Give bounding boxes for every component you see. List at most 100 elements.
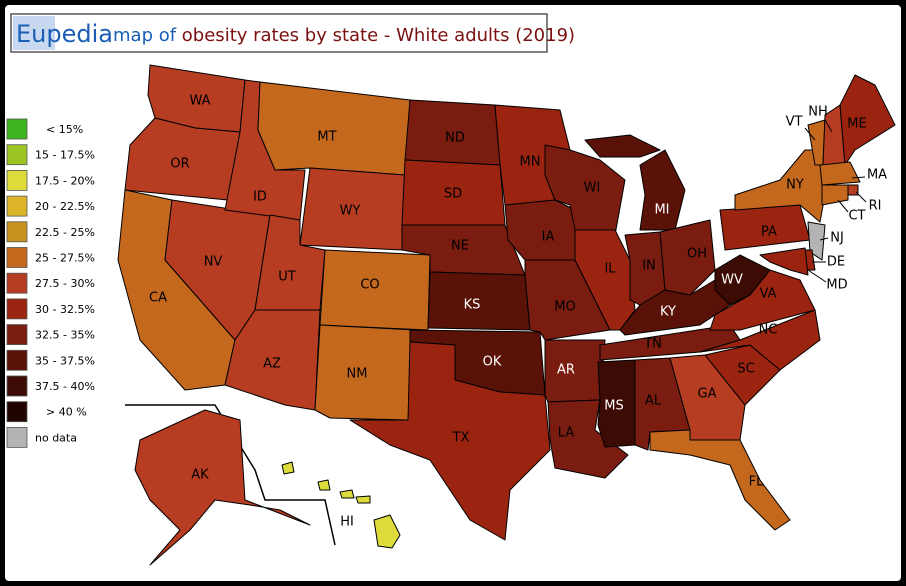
state-label: TN — [643, 337, 662, 352]
state-shape — [821, 184, 849, 206]
leader-line — [837, 199, 849, 213]
state-label: AR — [557, 363, 575, 378]
leader-line — [819, 237, 829, 241]
state-label: KY — [660, 305, 676, 320]
state-label: WY — [340, 204, 361, 219]
state-label: MO — [554, 300, 575, 315]
state-shape — [649, 429, 791, 531]
legend-label: 27.5 - 30% — [35, 277, 95, 290]
state-label: MT — [317, 130, 336, 145]
state-shape — [709, 269, 816, 331]
state-label: NH — [808, 105, 828, 120]
state-label: WA — [189, 94, 210, 109]
state-label: OR — [170, 157, 189, 172]
state-label: MN — [520, 155, 541, 170]
state-label: IA — [542, 230, 555, 245]
legend-label: 35 - 37.5% — [35, 354, 95, 367]
legend-swatch — [6, 349, 28, 371]
state-shape — [819, 161, 861, 186]
state-shape — [544, 339, 606, 403]
legend-swatch — [6, 247, 28, 268]
leader-line — [855, 191, 867, 203]
state-shape — [349, 341, 551, 541]
state-label: WV — [721, 273, 743, 288]
state-label: ND — [445, 131, 465, 146]
inset-divider — [125, 404, 336, 546]
state-shape — [224, 309, 321, 411]
state-label: UT — [278, 270, 296, 285]
state-label: FL — [749, 475, 764, 490]
state-label: TX — [452, 431, 470, 446]
state-label: CA — [149, 291, 167, 306]
state-label: NC — [759, 323, 778, 338]
legend-swatch — [6, 169, 28, 191]
state-label: DE — [827, 255, 845, 270]
leader-line — [807, 269, 827, 283]
state-label: SC — [737, 362, 754, 377]
legend-label: no data — [35, 431, 77, 444]
legend-label: 37.5 - 40% — [35, 380, 95, 393]
state-label: LA — [558, 426, 575, 441]
state-label: AZ — [263, 357, 281, 372]
legend-swatch — [6, 401, 28, 423]
brand: Eupedia — [16, 20, 113, 48]
state-label: MS — [604, 399, 623, 414]
state-label: OH — [687, 247, 707, 262]
state-label: ID — [253, 190, 267, 205]
legend-swatch — [6, 144, 28, 166]
legend-label: 20 - 22.5% — [35, 200, 95, 213]
state-label: KS — [464, 298, 481, 313]
legend-label: < 15% — [46, 123, 83, 136]
state-label: NJ — [830, 231, 844, 246]
legend-swatch — [6, 324, 28, 346]
state-label: CO — [360, 278, 379, 293]
state-label: VT — [786, 115, 803, 130]
state-shape — [699, 309, 821, 371]
legend-label: 22.5 - 25% — [35, 226, 95, 239]
leader-line — [804, 127, 816, 141]
title-main: obesity rates by state - White adults (2… — [182, 25, 575, 46]
state-shape — [317, 479, 331, 491]
legend-label: 17.5 - 20% — [35, 174, 95, 187]
state-label: NE — [451, 239, 469, 254]
state-label: SD — [444, 187, 462, 202]
legend-label: 30 - 32.5% — [35, 303, 95, 316]
legend-swatch — [6, 426, 28, 448]
legend-swatch — [6, 195, 28, 217]
legend-swatch — [6, 221, 28, 243]
state-label: HI — [340, 515, 354, 530]
state-shape — [314, 324, 416, 421]
state-shape — [584, 134, 661, 158]
state-label: NM — [347, 367, 368, 382]
state-label: AL — [645, 394, 662, 409]
state-label: NY — [786, 178, 804, 193]
title-box — [10, 13, 548, 53]
state-label: VA — [760, 287, 777, 302]
legend-swatch — [6, 298, 28, 320]
state-label: AK — [191, 468, 209, 483]
state-label: CT — [848, 209, 865, 224]
legend-swatch — [6, 272, 28, 294]
state-label: PA — [761, 225, 777, 240]
state-shape — [373, 514, 401, 549]
title-prefix: map of — [113, 25, 177, 46]
state-shape — [659, 219, 716, 296]
state-label: NV — [204, 255, 223, 270]
legend-label: 25 - 27.5% — [35, 252, 95, 265]
state-shape — [759, 247, 809, 276]
state-label: IN — [642, 259, 656, 274]
state-label: OK — [483, 355, 502, 370]
leader-line — [824, 119, 833, 133]
legend: < 15% 15 - 17.5% 17.5 - 20% 20 - 22.5% 22.5 … — [6, 118, 95, 448]
state-shape — [134, 409, 311, 566]
legend-label: 32.5 - 35% — [35, 329, 95, 342]
leader-line — [851, 176, 866, 179]
legend-label: > 40 % — [46, 406, 87, 419]
state-label: ME — [847, 117, 866, 132]
state-shape — [847, 184, 859, 196]
state-label: IL — [604, 262, 616, 277]
state-label: MA — [867, 168, 887, 183]
state-shape — [355, 495, 371, 504]
state-shape — [281, 461, 295, 475]
